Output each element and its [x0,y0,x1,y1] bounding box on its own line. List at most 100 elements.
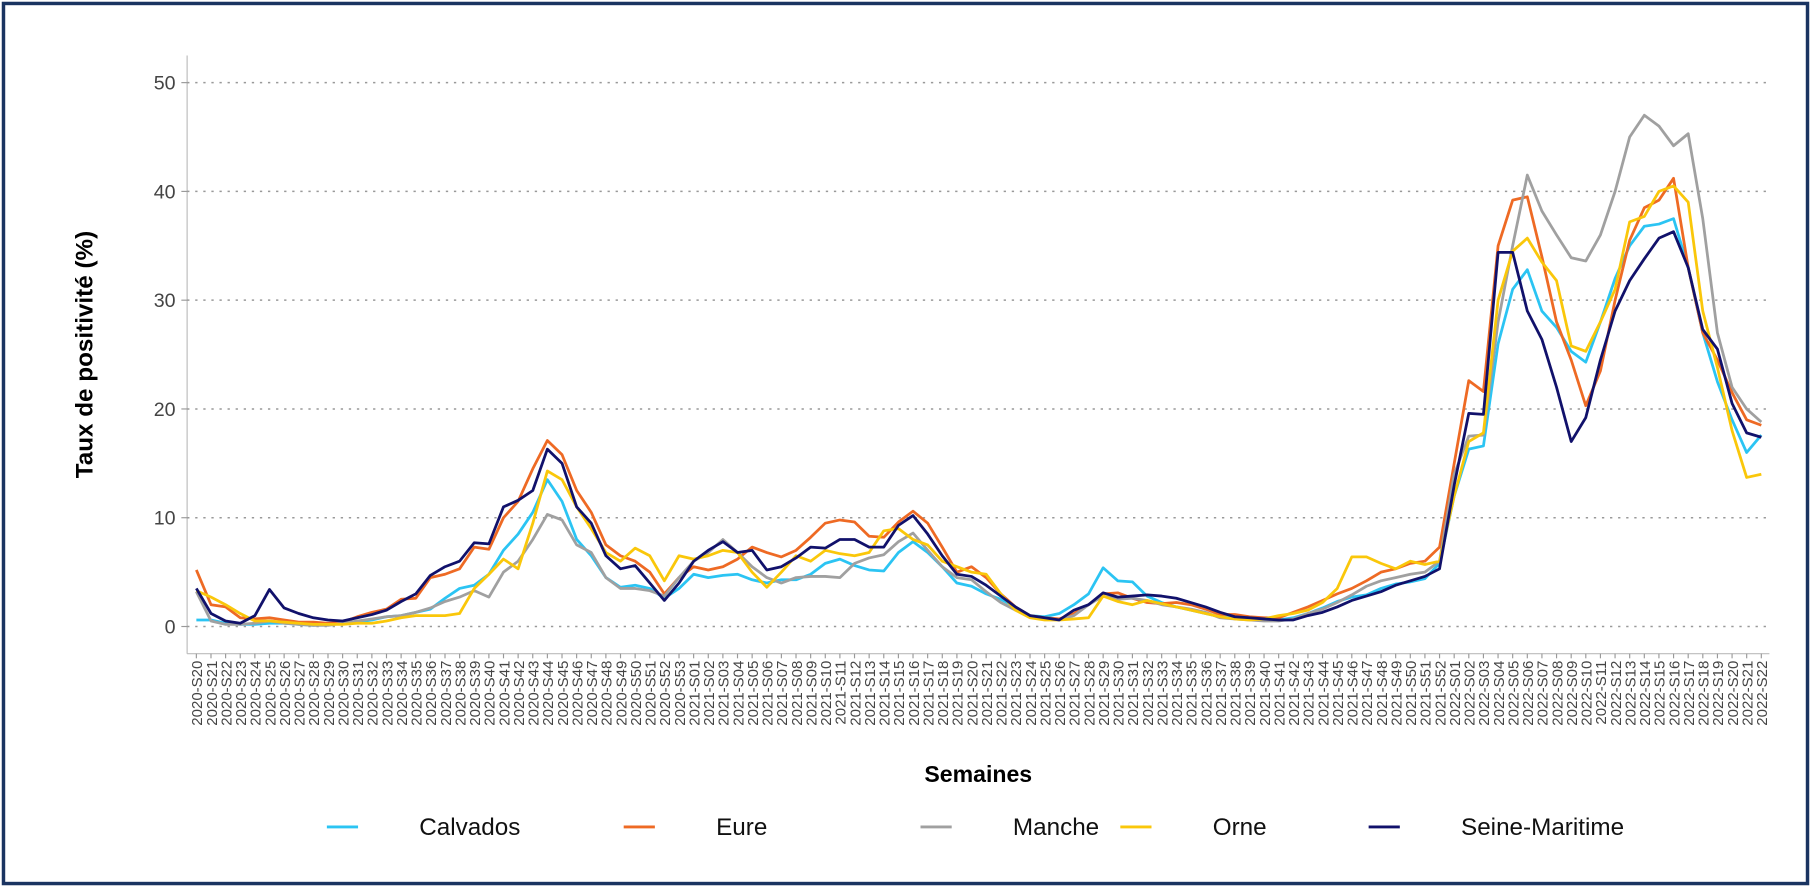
x-tick-label: 2022-S22 [1754,661,1771,726]
x-tick-label: 2022-S11 [1593,661,1610,725]
x-tick-label: 2021-S33 [1154,661,1171,726]
x-tick-label: 2021-S23 [1008,661,1025,726]
x-tick-label: 2021-S25 [1037,661,1054,726]
x-tick-label: 2020-S37 [438,661,455,726]
x-tick-label: 2020-S38 [452,661,469,726]
x-tick-label: 2021-S35 [1184,661,1201,726]
x-tick-label: 2021-S49 [1388,661,1405,726]
x-tick-label: 2020-S42 [511,661,528,726]
x-tick-label: 2021-S28 [1081,661,1098,726]
x-tick-label: 2022-S16 [1666,661,1683,726]
legend-label: Manche [1013,814,1099,841]
x-tick-label: 2020-S23 [233,661,250,726]
legend-label: Seine-Maritime [1461,814,1624,841]
x-tick-label: 2020-S31 [350,661,367,726]
x-tick-label: 2020-S29 [321,661,338,726]
x-tick-label: 2021-S41 [1271,661,1288,726]
x-tick-label: 2022-S09 [1564,661,1581,726]
x-tick-label: 2020-S40 [482,661,499,726]
x-tick-label: 2020-S28 [306,661,323,726]
x-tick-label: 2022-S03 [1476,661,1493,726]
x-tick-label: 2020-S20 [189,661,206,726]
x-tick-label: 2021-S03 [716,661,733,726]
x-tick-label: 2020-S49 [613,661,630,726]
x-tick-label: 2021-S02 [701,661,718,726]
x-tick-label: 2020-S25 [262,661,279,726]
x-tick-label: 2021-S37 [1213,661,1230,726]
x-tick-label: 2021-S09 [803,661,820,726]
x-tick-label: 2022-S12 [1608,661,1625,726]
x-tick-label: 2020-S39 [467,661,484,726]
legend-label: Calvados [419,814,520,841]
y-axis-title: Taux de positivité (%) [71,231,98,478]
x-tick-label: 2021-S45 [1330,661,1347,726]
x-tick-label: 2021-S21 [979,661,996,726]
x-tick-label: 2021-S24 [1023,661,1040,726]
x-tick-label: 2022-S15 [1652,661,1669,726]
x-tick-label: 2022-S02 [1462,661,1479,726]
x-tick-label: 2021-S38 [1228,661,1245,726]
x-tick-label: 2022-S05 [1505,661,1522,726]
x-tick-label: 2022-S18 [1696,661,1713,726]
x-tick-label: 2022-S10 [1579,661,1596,726]
x-tick-label: 2021-S30 [1111,661,1128,726]
x-tick-label: 2022-S08 [1549,661,1566,726]
x-tick-label: 2022-S06 [1520,661,1537,726]
x-tick-label: 2021-S12 [847,661,864,726]
x-tick-label: 2021-S48 [1374,661,1391,726]
x-tick-label: 2020-S21 [204,661,221,726]
x-tick-label: 2021-S26 [1052,661,1069,726]
x-tick-label: 2021-S32 [1140,661,1157,726]
x-tick-label: 2020-S47 [584,661,601,726]
x-tick-label: 2021-S04 [730,661,747,726]
x-tick-label: 2021-S52 [1432,661,1449,726]
series-line [196,217,1763,627]
x-tick-label: 2020-S30 [335,661,352,726]
y-tick-label: 40 [154,181,176,203]
x-tick-label: 2020-S36 [423,661,440,726]
x-tick-label: 2020-S43 [526,661,543,726]
x-tick-label: 2021-S44 [1315,661,1332,726]
x-tick-label: 2021-S11 [833,661,850,725]
x-tick-label: 2021-S13 [862,661,879,726]
x-tick-label: 2020-S51 [643,661,660,726]
x-tick-label: 2020-S22 [218,661,235,726]
x-tick-label: 2020-S48 [599,661,616,726]
x-tick-label: 2021-S20 [964,661,981,726]
x-tick-label: 2020-S34 [394,661,411,726]
x-tick-label: 2021-S43 [1301,661,1318,726]
x-tick-label: 2021-S27 [1067,661,1084,726]
x-tick-label: 2021-S07 [774,661,791,726]
x-tick-label: 2021-S17 [920,661,937,726]
x-tick-label: 2022-S20 [1725,661,1742,726]
x-tick-label: 2020-S52 [657,661,674,726]
x-tick-label: 2022-S07 [1535,661,1552,726]
x-tick-label: 2021-S19 [950,661,967,726]
x-tick-label: 2021-S06 [760,661,777,726]
y-tick-label: 20 [154,399,176,421]
y-tick-label: 30 [154,290,176,312]
x-tick-label: 2022-S19 [1710,661,1727,726]
legend-label: Eure [716,814,767,841]
x-tick-label: 2021-S40 [1257,661,1274,726]
x-tick-label: 2021-S42 [1286,661,1303,726]
y-tick-label: 10 [154,508,176,530]
x-tick-label: 2021-S47 [1359,661,1376,726]
x-tick-label: 2021-S46 [1345,661,1362,726]
series-line [195,184,1762,626]
x-tick-label: 2021-S18 [935,661,952,726]
x-tick-label: 2022-S13 [1622,661,1639,726]
x-tick-label: 2020-S35 [409,661,426,726]
x-tick-label: 2021-S14 [877,661,894,726]
x-tick-label: 2021-S51 [1418,661,1435,726]
x-tick-label: 2020-S26 [277,661,294,726]
x-tick-label: 2020-S44 [540,661,557,726]
x-tick-label: 2020-S27 [292,661,309,726]
x-tick-label: 2021-S50 [1403,661,1420,726]
x-tick-label: 2020-S33 [379,661,396,726]
x-tick-label: 2021-S29 [1096,661,1113,726]
x-tick-label: 2020-S41 [496,661,513,726]
x-tick-label: 2021-S08 [789,661,806,726]
x-tick-label: 2021-S05 [745,661,762,726]
